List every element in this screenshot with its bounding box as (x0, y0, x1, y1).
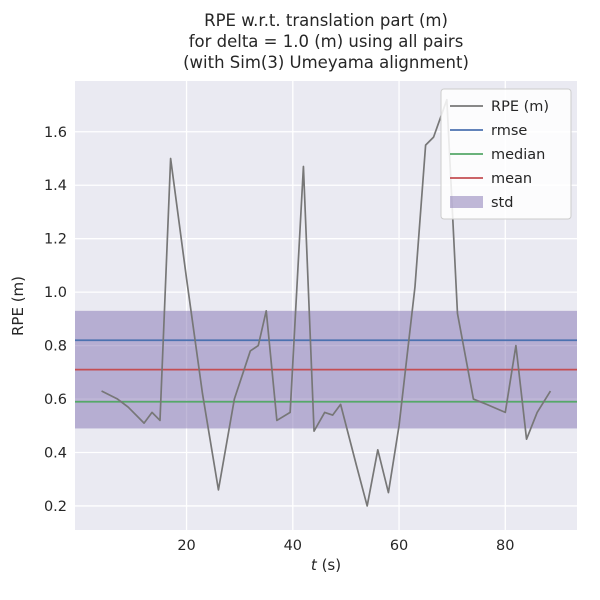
chart-title-line-3: (with Sim(3) Umeyama alignment) (183, 53, 469, 72)
y-tick-label: 1.6 (44, 125, 67, 141)
legend-sample-std (450, 196, 483, 208)
x-axis-label-unit: (s) (316, 556, 342, 574)
legend-label: std (491, 195, 513, 211)
rpe-series-line (101, 98, 552, 507)
x-axis-label: t (s) (75, 556, 577, 574)
legend: RPE (m) rmse median mean std (440, 88, 572, 220)
y-tick-label: 0.8 (44, 339, 67, 355)
chart-title-line-1: RPE w.r.t. translation part (m) (204, 11, 448, 30)
y-tick-label: 1.4 (44, 178, 67, 194)
legend-label: mean (491, 171, 532, 187)
y-tick-label: 1.0 (44, 285, 67, 301)
y-tick-label: 1.2 (44, 232, 67, 248)
chart-title-line-2: for delta = 1.0 (m) using all pairs (188, 32, 464, 51)
legend-box (440, 88, 572, 220)
chart-title: RPE w.r.t. translation part (m) for delt… (75, 10, 577, 73)
y-tick-label: 0.6 (44, 392, 67, 408)
x-tick-label: 20 (177, 538, 195, 554)
x-axis-label-var: t (310, 556, 317, 574)
tick-labels: 20 40 60 80 0.2 0.4 0.6 0.8 1.0 1.2 1.4 1.6 (44, 125, 515, 554)
y-axis-label: RPE (m) (9, 275, 27, 337)
x-tick-label: 80 (496, 538, 514, 554)
y-tick-label: 0.2 (44, 499, 67, 515)
y-tick-label: 0.4 (44, 445, 67, 461)
legend-label: RPE (m) (491, 99, 549, 115)
legend-label: median (491, 147, 545, 163)
x-tick-label: 40 (284, 538, 302, 554)
legend-label: rmse (491, 123, 527, 139)
x-tick-label: 60 (390, 538, 408, 554)
